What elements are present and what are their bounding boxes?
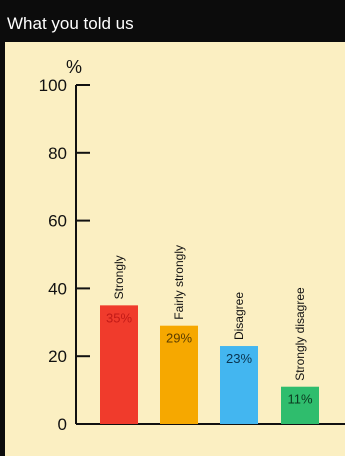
bar-value-label: 35% (106, 310, 132, 325)
y-tick-label: 0 (58, 415, 67, 434)
bar-strongly-disagree (281, 386, 319, 424)
bar-value-label: 23% (226, 351, 252, 366)
bar-disagree (220, 346, 258, 424)
category-label: Strongly (112, 255, 126, 299)
category-label: Strongly disagree (293, 287, 307, 381)
chart-title: What you told us (7, 14, 134, 33)
category-label: Disagree (232, 292, 246, 340)
y-tick-label: 80 (48, 144, 67, 163)
bar-fairly-strongly (160, 325, 198, 424)
bar-value-label: 11% (287, 392, 312, 407)
y-axis-label: % (66, 57, 82, 77)
y-tick-label: 60 (48, 212, 67, 231)
bar-value-label: 29% (166, 331, 192, 346)
y-tick-label: 40 (48, 279, 67, 298)
y-tick-label: 20 (48, 347, 67, 366)
category-label: Fairly strongly (172, 245, 186, 320)
bar-strongly (100, 305, 138, 424)
y-tick-label: 100 (39, 76, 67, 95)
